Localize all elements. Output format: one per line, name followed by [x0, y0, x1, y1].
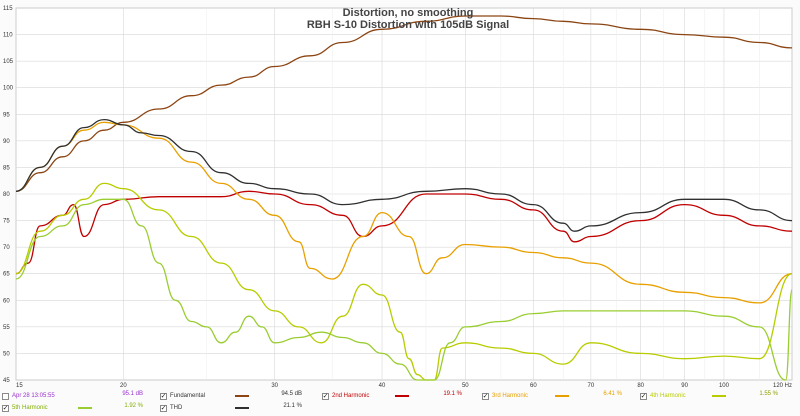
legend-row-2: ✓ 5th Harmonic 1.92 % ✓ THD 21.1 %	[0, 402, 800, 414]
h4-checkbox[interactable]: ✓	[640, 392, 647, 400]
y-tick-label: 90	[3, 139, 10, 145]
cursor-time: Apr 28 13:05:55	[12, 393, 55, 399]
x-tick-label: 120 Hz	[773, 383, 792, 388]
series-line-thd	[15, 118, 793, 232]
fundamental-value: 94.5 dB	[281, 391, 302, 397]
x-tick-label: 60	[530, 383, 537, 388]
h4-swatch	[712, 395, 726, 397]
y-tick-label: 75	[3, 219, 10, 225]
h2-value: 19.1 %	[443, 391, 462, 397]
y-tick-label: 85	[3, 165, 10, 171]
thd-value: 21.1 %	[283, 403, 302, 409]
chart-series	[15, 15, 793, 381]
thd-checkbox[interactable]: ✓	[160, 404, 167, 412]
h5-checkbox[interactable]: ✓	[2, 404, 9, 412]
h3-swatch	[555, 395, 569, 397]
x-tick-label: 100	[719, 383, 730, 388]
y-tick-label: 115	[3, 6, 13, 12]
legend-item-thd[interactable]: ✓ THD	[160, 402, 182, 414]
h2-swatch	[395, 395, 409, 397]
y-tick-label: 70	[3, 245, 10, 251]
legend-item-3rd-harmonic[interactable]: ✓ 3rd Harmonic	[482, 390, 528, 402]
h5-label: 5th Harmonic	[12, 405, 48, 411]
cursor-readout: Apr 28 13:05:55	[2, 390, 55, 402]
h5-swatch	[78, 407, 92, 409]
x-axis-ticks: 15 20 30 40 50 60 70 80 90 100 120 Hz	[16, 383, 792, 388]
x-tick-label: 15	[16, 383, 23, 388]
legend-row-1: Apr 28 13:05:55 95.1 dB ✓ Fundamental 94…	[0, 390, 800, 402]
y-tick-label: 105	[3, 59, 14, 65]
y-tick-label: 50	[3, 351, 10, 357]
cursor-level: 95.1 dB	[122, 391, 143, 397]
h3-value: 6.41 %	[603, 391, 622, 397]
series-line-4th-harmonic	[15, 182, 793, 381]
h4-value: 1.55 %	[759, 391, 778, 397]
chart-subtitle: RBH S-10 Distortion with 105dB Signal	[307, 19, 509, 31]
x-tick-label: 20	[120, 383, 127, 388]
legend: Apr 28 13:05:55 95.1 dB ✓ Fundamental 94…	[0, 388, 800, 416]
chart-grid	[15, 7, 793, 381]
y-tick-label: 65	[3, 272, 10, 278]
legend-item-fundamental[interactable]: ✓ Fundamental	[160, 390, 205, 402]
y-tick-label: 100	[3, 86, 14, 92]
cursor-checkbox[interactable]	[2, 392, 9, 400]
thd-swatch	[235, 407, 249, 409]
x-tick-label: 70	[588, 383, 595, 388]
series-line-fundamental	[15, 15, 793, 192]
thd-label: THD	[170, 405, 183, 411]
legend-item-2nd-harmonic[interactable]: ✓ 2nd Harmonic	[322, 390, 369, 402]
h4-label: 4th Harmonic	[650, 393, 686, 399]
h5-value: 1.92 %	[124, 403, 143, 409]
x-tick-label: 40	[379, 383, 386, 388]
series-line-2nd-harmonic	[15, 190, 793, 275]
chart-title: Distortion, no smoothing	[343, 7, 474, 19]
legend-item-4th-harmonic[interactable]: ✓ 4th Harmonic	[640, 390, 686, 402]
h3-label: 3rd Harmonic	[492, 393, 529, 399]
x-tick-label: 90	[681, 383, 688, 388]
fundamental-checkbox[interactable]: ✓	[160, 392, 167, 400]
y-tick-label: 55	[3, 325, 10, 331]
h3-checkbox[interactable]: ✓	[482, 392, 489, 400]
y-axis-ticks: 45 50 55 60 65 70 75 80 85 90 95 100 105 110 115	[3, 6, 14, 384]
series-line-5th-harmonic	[15, 198, 793, 381]
h2-checkbox[interactable]: ✓	[322, 392, 329, 400]
fundamental-swatch	[235, 395, 249, 397]
x-tick-label: 30	[271, 383, 278, 388]
fundamental-label: Fundamental	[170, 393, 206, 399]
y-tick-label: 110	[3, 33, 13, 39]
y-tick-label: 95	[3, 112, 10, 118]
y-tick-label: 60	[3, 298, 10, 304]
x-tick-label: 80	[637, 383, 644, 388]
h2-label: 2nd Harmonic	[332, 393, 370, 399]
legend-item-5th-harmonic[interactable]: ✓ 5th Harmonic	[2, 402, 48, 414]
x-tick-label: 50	[462, 383, 469, 388]
y-tick-label: 45	[3, 378, 10, 384]
distortion-chart[interactable]: 45 50 55 60 65 70 75 80 85 90 95 100 105 110 115 15 20 3…	[0, 0, 800, 388]
y-tick-label: 80	[3, 192, 10, 198]
